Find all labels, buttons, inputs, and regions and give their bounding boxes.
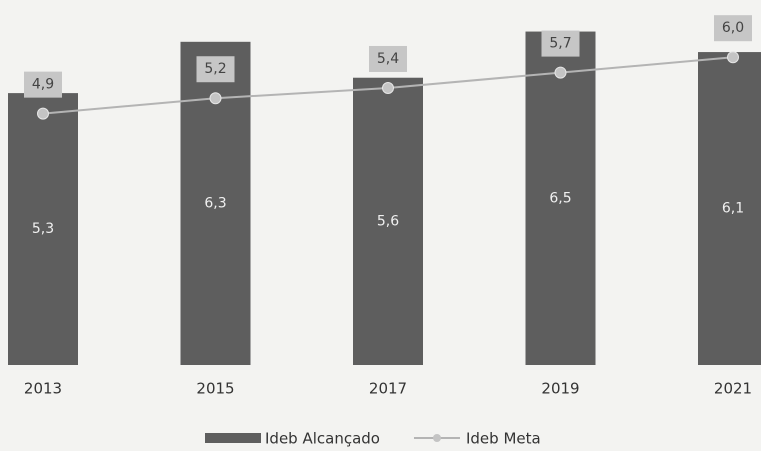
legend-label: Ideb Meta [466,430,541,448]
line-point [382,81,394,94]
label-box [541,30,580,57]
bar [525,31,596,366]
x-tick-label: 2013 [24,380,62,398]
line-value-label: 5,4 [377,51,399,67]
line-value-label: 5,2 [204,61,226,77]
bar [8,93,78,366]
x-tick-label: 2015 [196,380,234,398]
line-point [727,51,739,64]
bar-value-label: 6,5 [549,190,571,206]
bar [353,77,423,365]
line-value-label: 6,0 [722,20,744,36]
legend-dot [432,434,441,442]
bar [698,52,761,365]
label-box [24,71,62,98]
label-box [196,56,235,83]
label-box [369,45,407,72]
bar-value-label: 6,1 [722,201,744,217]
legend-label: Ideb Alcançado [265,430,380,448]
label-box [714,15,752,42]
legend-swatch [205,433,261,443]
line-point [209,92,222,105]
bar-value-label: 6,3 [204,195,226,211]
bar-value-label: 5,3 [32,221,54,237]
x-tick-label: 2019 [541,380,579,398]
line-point [37,107,49,120]
x-tick-label: 2017 [369,380,407,398]
line-point [554,66,567,79]
x-tick-label: 2021 [714,380,752,398]
line-value-label: 4,9 [32,77,54,93]
bar-value-label: 5,6 [377,213,399,229]
line-value-label: 5,7 [549,36,571,52]
